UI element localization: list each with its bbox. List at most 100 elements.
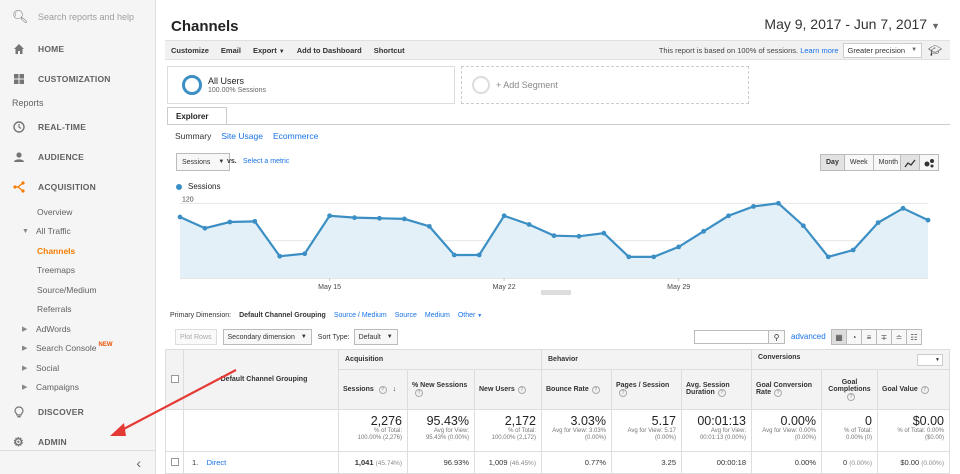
dim-other-link[interactable]: Other ▼ (458, 312, 482, 319)
subtab-summary[interactable]: Summary (175, 131, 212, 141)
graduation-cap-icon[interactable]: 🎓︎ (928, 44, 942, 57)
col-new-sessions[interactable]: % New Sessions? (407, 369, 475, 410)
performance-view-icon[interactable]: ≡ (861, 329, 877, 345)
home-icon (12, 43, 25, 56)
nav-home[interactable]: HOME (0, 34, 155, 64)
nav-channels[interactable]: Channels (37, 245, 76, 256)
shortcut-button[interactable]: Shortcut (373, 45, 405, 55)
report-toolbar: Customize Email Export ▼ Add to Dashboar… (165, 40, 950, 60)
search-icon[interactable]: ⚲ (768, 330, 785, 344)
motion-chart-icon[interactable] (919, 154, 939, 171)
secondary-dimension-dropdown[interactable]: Secondary dimension ▼ (222, 329, 312, 345)
pivot-view-icon[interactable]: ☷ (906, 329, 922, 345)
data-view-icon[interactable]: ▦ (831, 329, 847, 345)
percentage-view-icon[interactable]: ◔ (846, 329, 862, 345)
caret-down-icon: ▼ (300, 334, 307, 340)
data-point (776, 200, 781, 206)
total-sub: % of Total: (374, 428, 402, 434)
add-to-dashboard-button[interactable]: Add to Dashboard (296, 45, 362, 55)
customize-button[interactable]: Customize (171, 45, 209, 55)
search-icon: 🔍︎ (12, 9, 29, 24)
nav-customization[interactable]: CUSTOMIZATION (0, 64, 155, 94)
collapse-sidebar-button[interactable]: ‹ (0, 450, 155, 474)
help-icon: ? (847, 392, 855, 401)
search-reports[interactable]: 🔍︎ Search reports and help (0, 0, 155, 34)
nav-treemaps[interactable]: Treemaps (37, 265, 75, 276)
data-point (925, 217, 931, 223)
goal-dropdown[interactable]: ▼ (917, 353, 943, 366)
term-cloud-icon[interactable]: ≐ (891, 329, 907, 345)
row-completions-pct: (0.00%) (849, 460, 872, 467)
nav-referrals[interactable]: Referrals (37, 304, 72, 315)
nav-search-console[interactable]: ▶ Search Console NEW (0, 339, 155, 359)
col-bounce-rate[interactable]: Bounce Rate? (541, 369, 612, 410)
learn-more-link[interactable]: Learn more (800, 45, 839, 55)
col-avg-duration[interactable]: Avg. Session Duration? (681, 369, 752, 410)
total-sub: 0.00% (0) (845, 435, 872, 441)
dimension-header[interactable]: Default Channel Grouping (183, 349, 339, 410)
sampling-note-text: This report is based on 100% of sessions… (658, 45, 799, 55)
total-cell: 0.00% Avg for View: 0.00% (0.00%) (751, 409, 822, 452)
subtab-ecommerce[interactable]: Ecommerce (272, 131, 319, 141)
series-area (180, 203, 928, 278)
col-new-sessions-label: % New Sessions (412, 382, 468, 389)
table-search-input[interactable] (694, 330, 769, 344)
subtab-site-usage[interactable]: Site Usage (221, 131, 263, 141)
col-goal-value[interactable]: Goal Value? (877, 369, 950, 410)
week-button[interactable]: Week (843, 154, 874, 171)
nav-social[interactable]: ▶ Social (0, 358, 155, 378)
nav-audience[interactable]: AUDIENCE (0, 142, 155, 172)
tab-explorer[interactable]: Explorer (167, 107, 227, 125)
line-chart-icon[interactable] (900, 154, 920, 171)
advanced-filter-link[interactable]: advanced (791, 332, 826, 341)
metric-dropdown[interactable]: Sessions ▼ (176, 153, 231, 171)
total-sub: Avg for View: 0.00% (762, 428, 816, 434)
nav-source-medium[interactable]: Source/Medium (37, 284, 97, 295)
add-segment-button[interactable]: + Add Segment (461, 66, 749, 104)
select-all-checkbox[interactable] (170, 374, 179, 383)
data-point (900, 205, 906, 211)
row-completions: 0 (842, 458, 848, 467)
export-button[interactable]: Export ▼ (253, 46, 285, 55)
nav-admin[interactable]: ⚙ ADMIN (0, 427, 155, 457)
dim-source-medium-link[interactable]: Source / Medium (333, 312, 387, 319)
plot-rows-button[interactable]: Plot Rows (175, 329, 217, 345)
nav-realtime[interactable]: REAL-TIME (0, 112, 155, 142)
col-goal-completions[interactable]: Goal Completions? (821, 369, 878, 410)
day-button[interactable]: Day (820, 154, 845, 171)
row-checkbox[interactable] (170, 457, 179, 466)
row-name-link[interactable]: Direct (206, 458, 227, 467)
date-range-picker[interactable]: May 9, 2017 - Jun 7, 2017 ▼ (764, 16, 940, 32)
primary-dimension-current[interactable]: Default Channel Grouping (239, 312, 326, 319)
dim-medium-link[interactable]: Medium (424, 312, 450, 319)
nav-campaigns[interactable]: ▶ Campaigns (0, 378, 155, 398)
precision-dropdown[interactable]: Greater precision ▼ (842, 42, 923, 58)
segment-ring-icon (182, 75, 202, 95)
tab-divider (167, 124, 950, 125)
caret-down-icon: ▼ (386, 334, 393, 340)
col-new-users[interactable]: New Users? (474, 369, 542, 410)
nav-acquisition[interactable]: ACQUISITION (0, 172, 155, 202)
nav-discover[interactable]: DISCOVER (0, 397, 155, 427)
col-goal-conversion[interactable]: Goal Conversion Rate? (751, 369, 822, 410)
col-goal-completions-label: Goal Completions (828, 378, 871, 393)
email-button[interactable]: Email (220, 45, 241, 55)
data-point (501, 213, 507, 219)
total-value: 5.17 (651, 414, 676, 428)
col-pages-session[interactable]: Pages / Session? (611, 369, 682, 410)
col-new-users-label: New Users (479, 385, 515, 393)
select-metric-link[interactable]: Select a metric (243, 158, 290, 165)
nav-all-traffic[interactable]: ▼ All Traffic (0, 222, 155, 242)
col-sessions[interactable]: Sessions ? ↓ (338, 369, 408, 410)
sort-type-dropdown[interactable]: Default ▼ (353, 329, 398, 345)
nav-adwords[interactable]: ▶ AdWords (0, 319, 155, 339)
total-cell: 95.43% Avg for View: 95.43% (0.00%) (407, 409, 475, 452)
segment-all-users[interactable]: All Users 100.00% Sessions (167, 66, 455, 104)
dim-source-link[interactable]: Source (394, 312, 417, 319)
comparison-view-icon[interactable]: ∓ (876, 329, 892, 345)
caret-right-icon: ▶ (22, 364, 28, 372)
month-button[interactable]: Month (872, 154, 905, 171)
data-point (327, 213, 332, 219)
nav-overview[interactable]: Overview (37, 206, 73, 217)
